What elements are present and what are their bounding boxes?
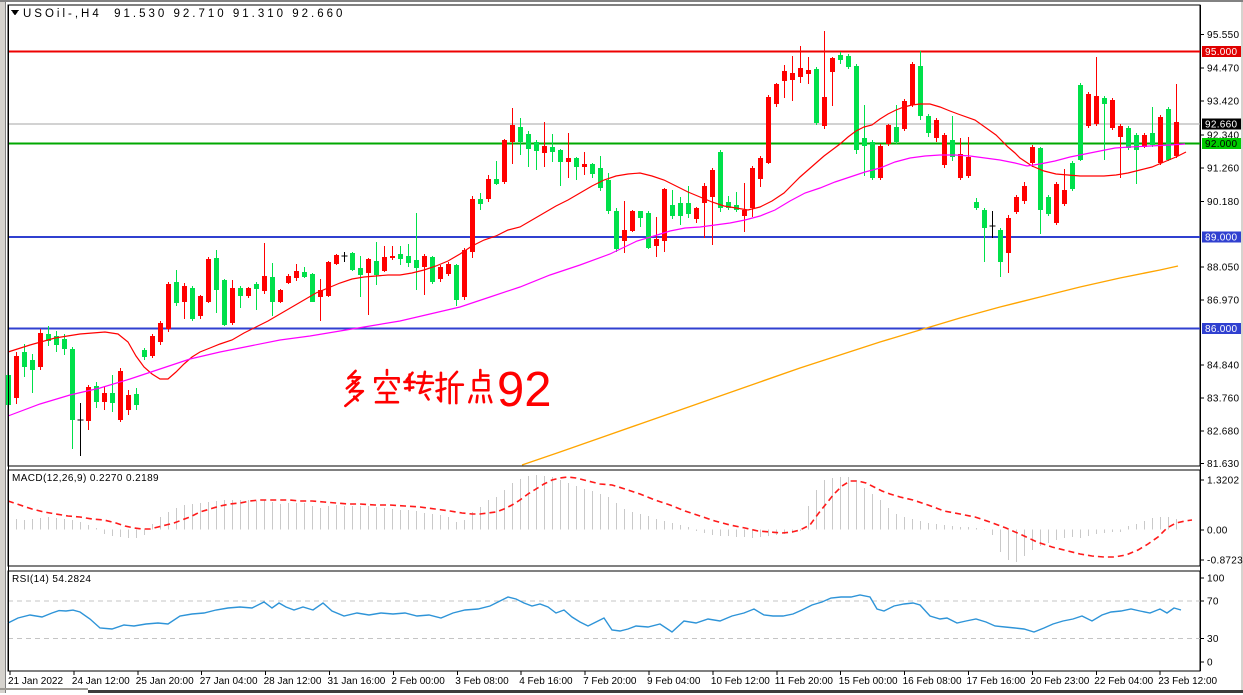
svg-text:95.550: 95.550 [1207,30,1240,41]
svg-text:0: 0 [1207,658,1213,669]
svg-text:92.340: 92.340 [1207,131,1240,142]
svg-text:92.660: 92.660 [1205,120,1238,131]
svg-text:3 Feb 08:00: 3 Feb 08:00 [455,676,509,687]
svg-text:20 Feb 23:00: 20 Feb 23:00 [1030,676,1089,687]
svg-text:22 Feb 04:00: 22 Feb 04:00 [1094,676,1153,687]
svg-text:2 Feb 00:00: 2 Feb 00:00 [391,676,445,687]
svg-text:94.470: 94.470 [1207,64,1240,75]
svg-text:16 Feb 08:00: 16 Feb 08:00 [903,676,962,687]
svg-text:31 Jan 16:00: 31 Jan 16:00 [328,676,386,687]
svg-text:91.260: 91.260 [1207,164,1240,175]
svg-text:11 Feb 20:00: 11 Feb 20:00 [775,676,834,687]
svg-text:0.00: 0.00 [1207,526,1228,537]
svg-text:100: 100 [1207,574,1225,585]
svg-text:MACD(12,26,9) 0.2270 0.2189: MACD(12,26,9) 0.2270 0.2189 [12,473,159,484]
svg-text:90.180: 90.180 [1207,197,1240,208]
svg-text:89.000: 89.000 [1205,233,1238,244]
svg-text:25 Jan 20:00: 25 Jan 20:00 [136,676,194,687]
svg-text:95.000: 95.000 [1205,47,1238,58]
svg-text:24 Jan 12:00: 24 Jan 12:00 [72,676,130,687]
svg-text:92: 92 [497,363,552,417]
svg-text:28 Jan 12:00: 28 Jan 12:00 [264,676,322,687]
svg-text:82.680: 82.680 [1207,427,1240,438]
svg-text:30: 30 [1207,634,1219,645]
svg-text:92.000: 92.000 [1205,139,1238,150]
svg-text:27 Jan 04:00: 27 Jan 04:00 [200,676,258,687]
svg-text:86.000: 86.000 [1205,324,1238,335]
svg-text:10 Feb 12:00: 10 Feb 12:00 [711,676,770,687]
svg-text:21 Jan 2022: 21 Jan 2022 [8,676,63,687]
svg-text:84.840: 84.840 [1207,361,1240,372]
svg-text:86.970: 86.970 [1207,296,1240,307]
svg-text:17 Feb 16:00: 17 Feb 16:00 [967,676,1026,687]
svg-text:RSI(14) 54.2824: RSI(14) 54.2824 [12,574,91,585]
svg-text:4 Feb 16:00: 4 Feb 16:00 [519,676,573,687]
svg-text:USOil-,H4 91.530 92.710 91.31: USOil-,H4 91.530 92.710 91.310 92.660 [23,8,345,20]
svg-text:15 Feb 00:00: 15 Feb 00:00 [839,676,898,687]
svg-text:81.630: 81.630 [1207,459,1240,470]
svg-text:93.420: 93.420 [1207,97,1240,108]
svg-text:83.760: 83.760 [1207,394,1240,405]
svg-text:70: 70 [1207,597,1219,608]
svg-text:-0.8723: -0.8723 [1207,556,1243,567]
svg-text:88.050: 88.050 [1207,263,1240,274]
svg-text:23 Feb 12:00: 23 Feb 12:00 [1158,676,1217,687]
svg-text:9 Feb 04:00: 9 Feb 04:00 [647,676,701,687]
svg-text:7 Feb 20:00: 7 Feb 20:00 [583,676,637,687]
svg-text:1.3202: 1.3202 [1207,476,1240,487]
